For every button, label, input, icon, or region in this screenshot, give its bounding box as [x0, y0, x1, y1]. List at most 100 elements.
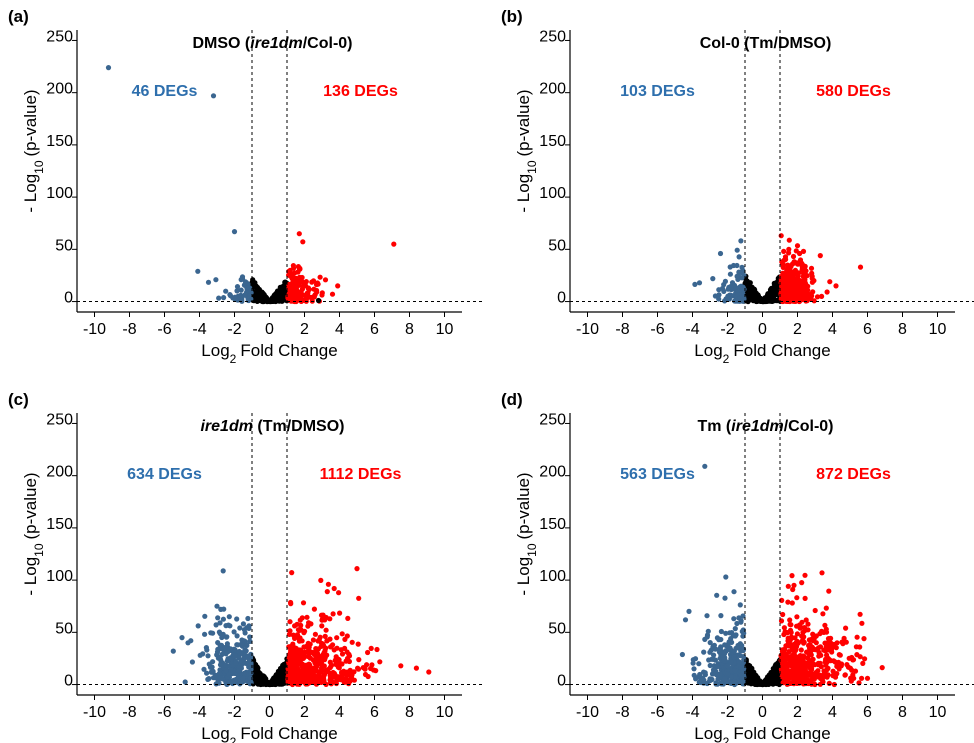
point-down: [700, 675, 706, 681]
point-up: [362, 665, 368, 671]
point-down: [231, 629, 237, 635]
point-up: [365, 649, 371, 656]
point-down: [242, 292, 248, 298]
point-down: [246, 663, 253, 669]
point-down: [245, 615, 251, 622]
point-up: [322, 277, 329, 283]
x-tick-label: -10: [576, 704, 599, 721]
point-up: [301, 654, 307, 660]
point-up: [344, 669, 350, 675]
point-up: [862, 656, 868, 662]
point-up: [296, 627, 303, 633]
x-label-prefix: Log: [694, 724, 722, 743]
point-up: [327, 636, 333, 642]
point-down: [218, 675, 224, 681]
x-tick-label: 2: [300, 704, 309, 721]
point-down: [205, 653, 211, 659]
point-down: [707, 640, 713, 646]
point-up: [794, 631, 800, 637]
point-down: [707, 649, 713, 655]
point-up: [320, 641, 326, 647]
point-down: [202, 613, 208, 619]
up-deg-count: 580 DEGs: [816, 83, 891, 100]
point-down: [244, 642, 250, 648]
y-label-sub: 10: [32, 160, 46, 174]
x-tick-label: -8: [615, 321, 629, 338]
point-down: [702, 463, 708, 469]
point-ns: [282, 279, 288, 285]
point-up: [822, 622, 828, 628]
point-ns: [260, 675, 266, 681]
point-down: [213, 622, 219, 628]
point-down: [231, 677, 237, 683]
y-tick-label: 150: [46, 133, 73, 150]
point-down: [731, 616, 737, 622]
point-up: [323, 681, 329, 687]
title-part: (Tm/DMSO): [253, 418, 345, 435]
point-up: [310, 637, 316, 643]
point-down: [710, 667, 717, 673]
x-axis-label: Log2 Fold Change: [694, 341, 830, 366]
point-up: [811, 675, 817, 681]
point-down: [223, 668, 229, 674]
point-up: [798, 647, 804, 653]
point-down: [179, 635, 185, 641]
x-label-prefix: Log: [694, 341, 722, 360]
point-down: [224, 634, 230, 640]
point-up: [356, 595, 362, 601]
point-up: [800, 629, 806, 636]
point-up: [299, 279, 305, 285]
x-tick-label: 8: [405, 704, 414, 721]
point-ns: [772, 289, 778, 296]
point-ns: [277, 675, 283, 681]
point-up: [802, 663, 808, 669]
point-down: [723, 574, 729, 580]
point-up: [824, 289, 830, 295]
x-label-sub: 2: [723, 352, 730, 366]
point-up: [328, 676, 334, 682]
x-axis-label: Log2 Fold Change: [201, 341, 337, 366]
point-down: [226, 614, 232, 620]
point-down: [738, 619, 744, 625]
point-down: [239, 643, 245, 649]
point-ns: [771, 298, 778, 304]
point-down: [217, 620, 223, 626]
point-down: [238, 277, 244, 283]
point-up: [794, 260, 800, 266]
point-down: [240, 621, 246, 627]
point-up: [319, 623, 325, 629]
y-tick-label: 50: [55, 620, 73, 637]
point-up: [809, 275, 815, 281]
y-label-prefix: - Log: [21, 557, 40, 596]
point-up: [787, 617, 793, 623]
x-tick-label: 10: [436, 704, 454, 721]
point-up: [857, 611, 863, 617]
point-down: [215, 615, 221, 621]
point-up: [793, 248, 799, 254]
point-up: [297, 669, 303, 675]
point-up: [784, 276, 790, 282]
point-down: [195, 623, 201, 629]
point-up: [780, 287, 786, 293]
point-up: [307, 641, 313, 647]
point-up: [799, 288, 805, 294]
point-up: [298, 647, 304, 653]
point-up: [801, 270, 807, 276]
point-down: [693, 676, 699, 682]
volcano-panel: (c)ire1dm (Tm/DMSO)-10 -8 -6 -4 -2 0 2 4 6 8 10050…: [8, 390, 482, 743]
point-up: [839, 639, 845, 645]
point-up: [291, 292, 297, 298]
point-down: [223, 288, 229, 294]
point-up: [302, 676, 308, 682]
y-tick-label: 250: [46, 411, 73, 428]
point-up: [314, 287, 320, 294]
volcano-panel: (d)Tm (ire1dm/Col-0)-10 -8 -6 -4 -2 0 2 4 6 8 1005…: [501, 390, 974, 743]
point-down: [247, 638, 253, 644]
point-up: [318, 577, 324, 583]
point-ns: [755, 681, 761, 687]
point-up: [833, 283, 839, 289]
point-down: [244, 285, 250, 291]
point-up: [336, 657, 342, 663]
point-up: [779, 282, 785, 288]
up-deg-count: 872 DEGs: [816, 466, 891, 483]
